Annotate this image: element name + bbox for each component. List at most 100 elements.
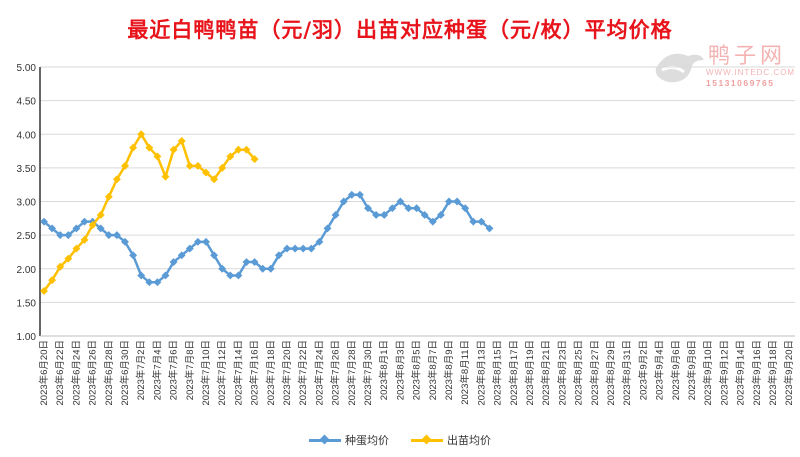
y-tick-label: 1.50 bbox=[17, 298, 37, 309]
y-tick-label: 5.00 bbox=[17, 63, 37, 74]
chart-title: 最近白鸭鸭苗（元/羽）出苗对应种蛋（元/枚）平均价格 bbox=[127, 18, 673, 42]
data-point bbox=[112, 231, 121, 240]
x-tick-label: 2023年8月17日 bbox=[508, 340, 520, 405]
legend-label: 出苗均价 bbox=[447, 434, 491, 447]
data-point bbox=[161, 172, 170, 181]
x-tick-label: 2023年6月26日 bbox=[87, 340, 99, 405]
data-point bbox=[315, 237, 324, 246]
x-tick-label: 2023年7月6日 bbox=[168, 340, 180, 400]
x-tick-label: 2023年9月8日 bbox=[686, 340, 698, 400]
data-point bbox=[185, 161, 194, 170]
legend-item-duckling: 出苗均价 bbox=[411, 432, 491, 448]
x-tick-label: 2023年8月3日 bbox=[394, 340, 406, 400]
data-point bbox=[291, 244, 300, 253]
data-point bbox=[104, 192, 113, 201]
y-tick-label: 2.00 bbox=[17, 265, 37, 276]
data-point bbox=[283, 244, 291, 253]
data-point bbox=[364, 204, 372, 213]
data-point bbox=[210, 175, 219, 184]
x-tick-label: 2023年7月22日 bbox=[297, 340, 309, 405]
x-tick-label: 2023年8月11日 bbox=[459, 340, 471, 405]
x-tick-label: 2023年7月26日 bbox=[330, 340, 342, 405]
data-point bbox=[331, 210, 340, 219]
data-point bbox=[48, 224, 57, 233]
x-tick-label: 2023年9月10日 bbox=[702, 340, 714, 405]
data-point bbox=[80, 235, 89, 244]
data-point bbox=[121, 161, 129, 170]
data-point bbox=[64, 254, 73, 263]
x-tick-label: 2023年7月24日 bbox=[313, 340, 325, 405]
data-point bbox=[218, 264, 227, 273]
data-point bbox=[274, 251, 283, 260]
data-point bbox=[153, 152, 162, 161]
x-tick-label: 2023年7月18日 bbox=[265, 340, 277, 405]
x-tick-label: 2023年8月27日 bbox=[589, 340, 601, 405]
x-tick-label: 2023年9月18日 bbox=[767, 340, 779, 405]
x-tick-label: 2023年7月16日 bbox=[249, 340, 261, 405]
x-tick-label: 2023年8月13日 bbox=[475, 340, 487, 405]
x-tick-label: 2023年8月9日 bbox=[443, 340, 455, 400]
legend-label: 种蛋均价 bbox=[345, 434, 389, 447]
x-tick-label: 2023年7月2日 bbox=[135, 340, 147, 400]
data-point bbox=[242, 145, 251, 154]
x-tick-label: 2023年9月14日 bbox=[735, 340, 747, 405]
data-point bbox=[210, 251, 219, 260]
data-point bbox=[72, 224, 81, 233]
data-point bbox=[169, 145, 178, 154]
x-tick-label: 2023年8月23日 bbox=[556, 340, 568, 405]
data-point bbox=[193, 161, 202, 170]
x-tick-label: 2023年6月30日 bbox=[119, 340, 131, 405]
data-point bbox=[104, 231, 113, 240]
data-point bbox=[129, 143, 138, 152]
data-point bbox=[469, 217, 478, 226]
data-point bbox=[250, 155, 259, 164]
data-point bbox=[137, 130, 146, 139]
data-point bbox=[323, 224, 332, 233]
data-point bbox=[234, 271, 243, 280]
data-point bbox=[485, 224, 494, 233]
y-tick-label: 3.00 bbox=[17, 198, 37, 209]
legend: 种蛋均价 出苗均价 bbox=[0, 432, 800, 448]
x-tick-label: 2023年8月29日 bbox=[605, 340, 617, 405]
x-tick-label: 2023年6月28日 bbox=[103, 340, 115, 405]
x-tick-label: 2023年7月12日 bbox=[216, 340, 228, 405]
data-point bbox=[404, 204, 413, 213]
x-tick-label: 2023年6月24日 bbox=[70, 340, 82, 405]
data-point bbox=[347, 190, 356, 199]
data-point bbox=[445, 197, 453, 206]
data-point bbox=[380, 210, 389, 219]
data-point bbox=[412, 204, 421, 213]
data-point bbox=[185, 244, 194, 253]
data-point bbox=[436, 210, 445, 219]
data-point bbox=[145, 143, 154, 152]
y-tick-label: 2.50 bbox=[17, 231, 37, 242]
x-tick-label: 2023年8月15日 bbox=[492, 340, 504, 405]
data-point bbox=[72, 244, 81, 253]
data-point bbox=[193, 237, 202, 246]
watermark-name: 鸭子网 bbox=[708, 44, 787, 69]
data-point bbox=[388, 204, 397, 213]
x-tick-label: 2023年7月30日 bbox=[362, 340, 374, 405]
x-tick-label: 2023年8月31日 bbox=[621, 340, 633, 405]
legend-item-egg: 种蛋均价 bbox=[309, 432, 389, 448]
data-point bbox=[129, 251, 138, 260]
data-point bbox=[258, 264, 267, 273]
x-tick-label: 2023年7月8日 bbox=[184, 340, 196, 400]
x-tick-label: 2023年9月16日 bbox=[751, 340, 763, 405]
x-tick-label: 2023年7月20日 bbox=[281, 340, 293, 405]
data-point bbox=[299, 244, 308, 253]
data-point bbox=[64, 231, 73, 240]
x-tick-label: 2023年7月10日 bbox=[200, 340, 212, 405]
data-point bbox=[137, 271, 146, 280]
data-point bbox=[145, 278, 154, 287]
data-point bbox=[266, 264, 275, 273]
x-tick-label: 2023年6月20日 bbox=[38, 340, 50, 405]
x-tick-label: 2023年7月4日 bbox=[151, 340, 163, 400]
data-point bbox=[234, 145, 243, 154]
data-point bbox=[453, 197, 462, 206]
data-point bbox=[420, 210, 429, 219]
data-point bbox=[242, 258, 251, 266]
data-point bbox=[96, 224, 105, 233]
data-point bbox=[226, 152, 235, 161]
